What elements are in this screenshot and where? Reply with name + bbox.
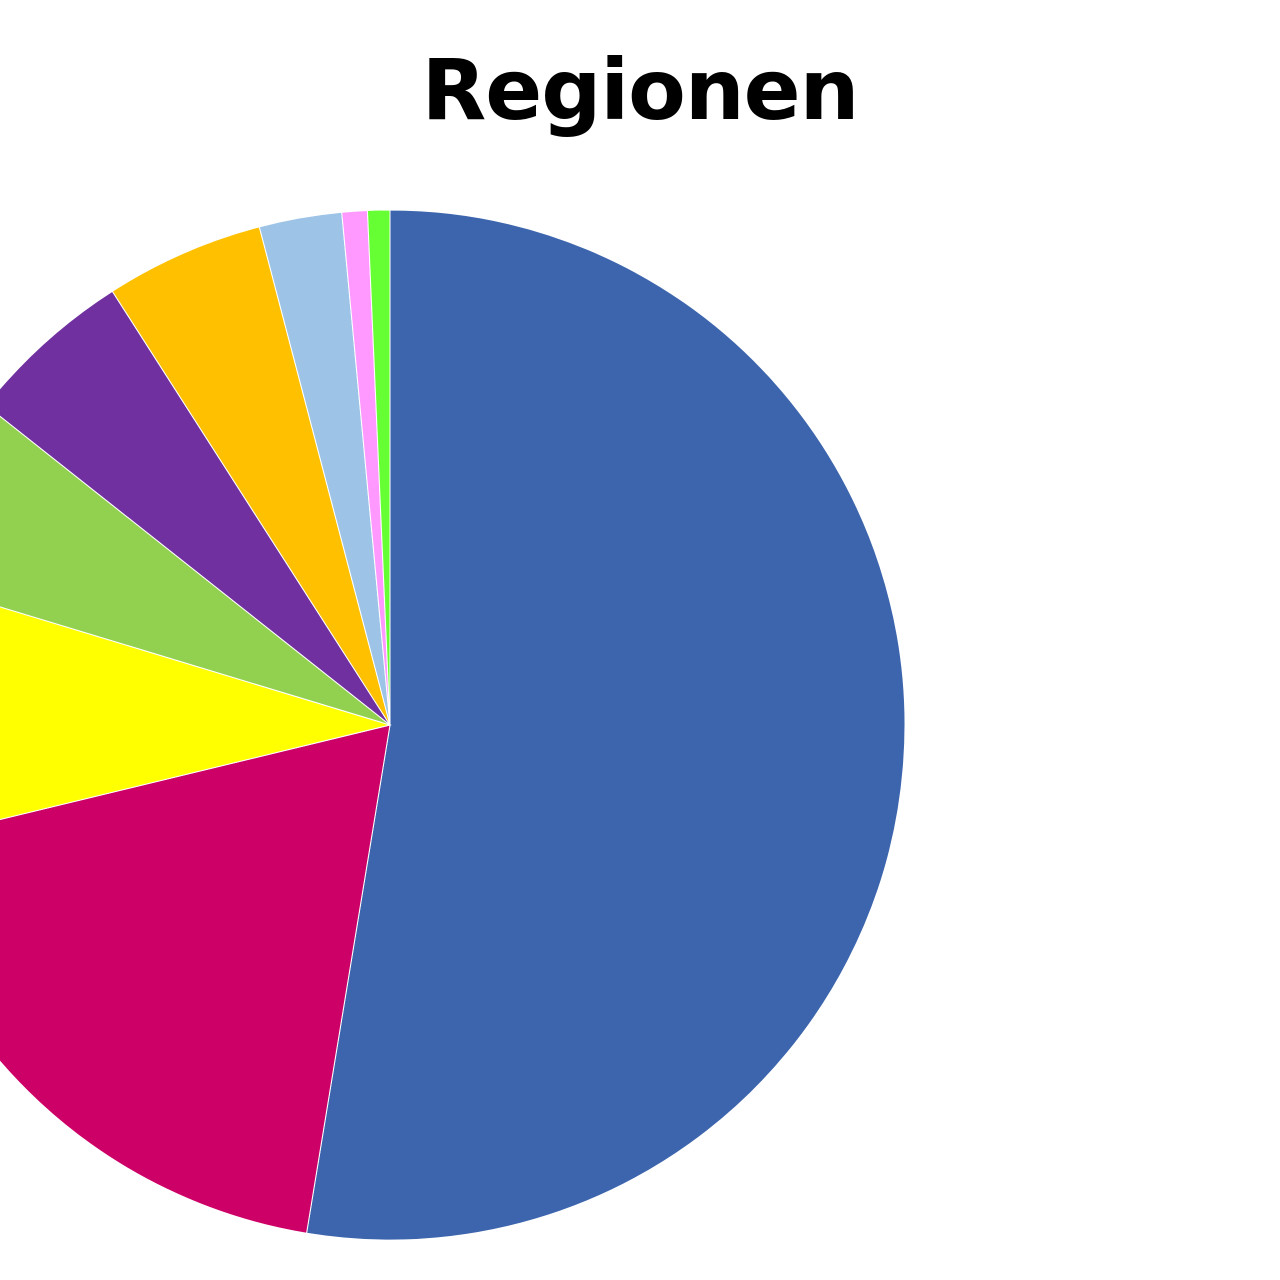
pie-slice-5	[0, 290, 391, 726]
chart-title: Regionen	[421, 41, 860, 139]
pie-slice-2	[0, 724, 391, 1234]
pie-slices	[0, 209, 906, 1241]
pie-slice-6	[111, 226, 391, 726]
pie-slice-9	[366, 209, 391, 726]
pie-slice-1	[305, 209, 906, 1241]
pie-slice-3	[0, 606, 392, 821]
